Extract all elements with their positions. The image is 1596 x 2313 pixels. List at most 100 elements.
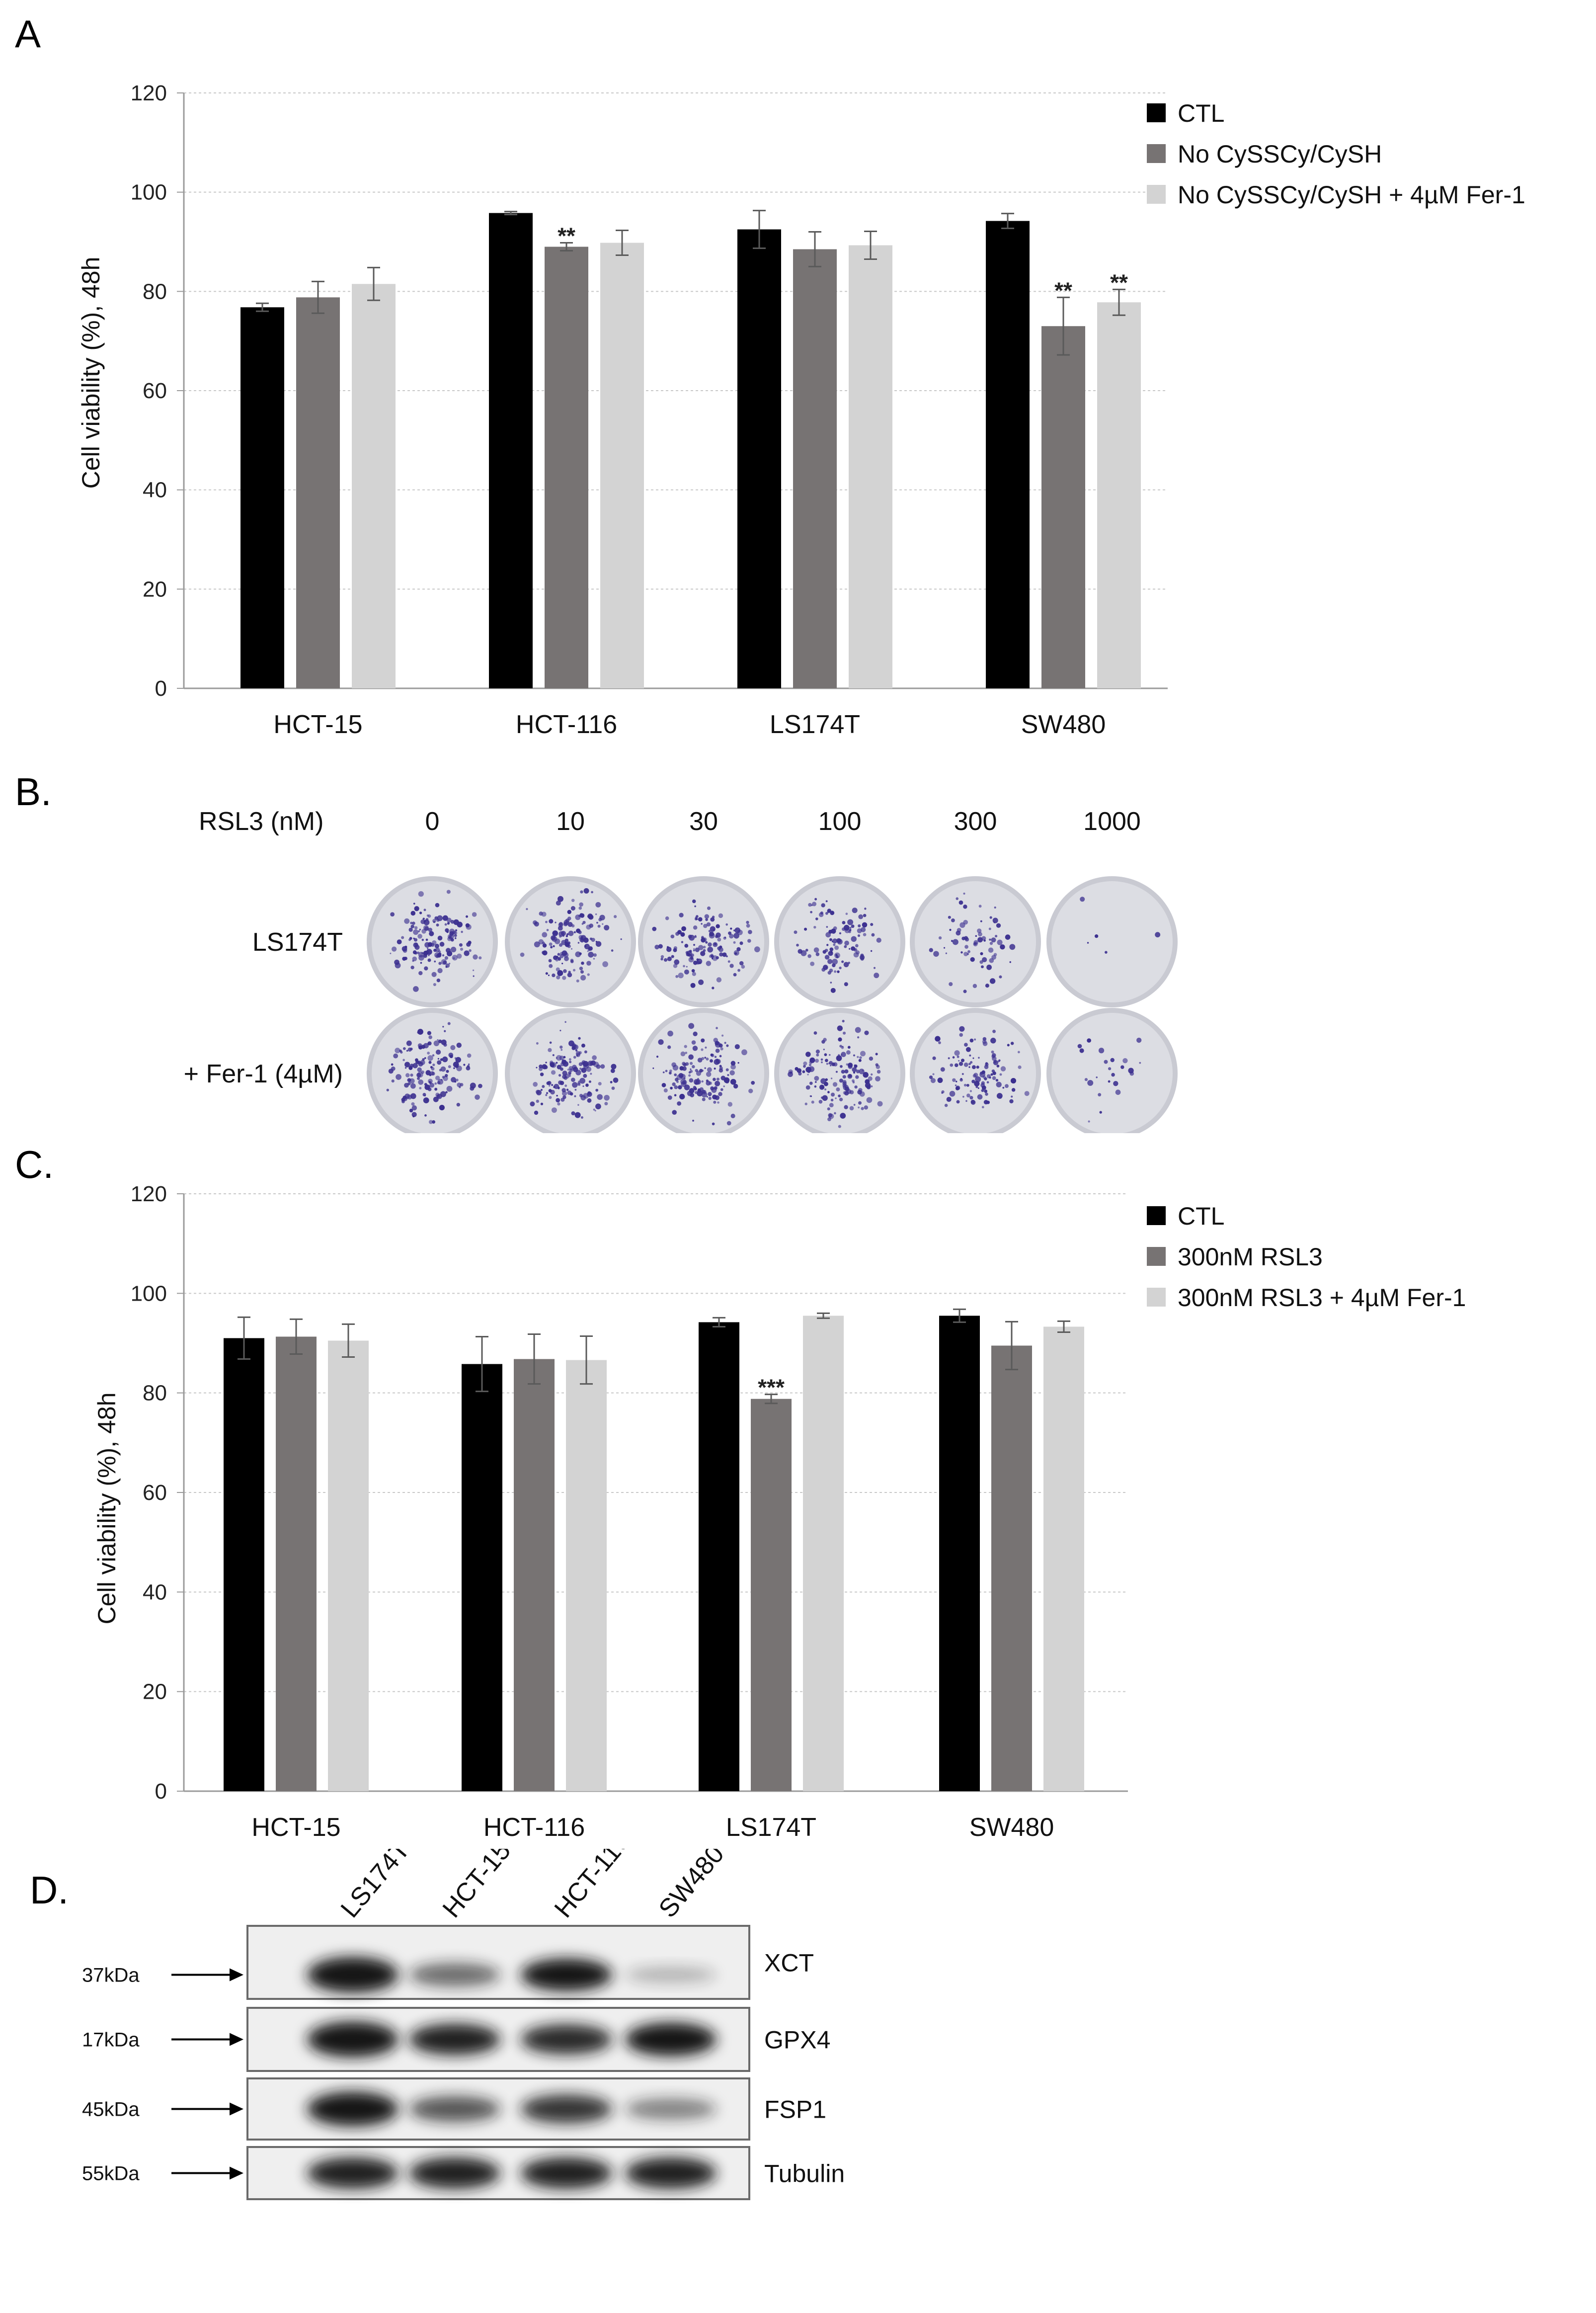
colony xyxy=(660,955,664,959)
colony xyxy=(587,1061,593,1067)
colony xyxy=(998,1060,1000,1063)
colony xyxy=(1009,961,1011,963)
colony xyxy=(584,1050,587,1054)
colony xyxy=(674,959,680,965)
x-tick-label: HCT-15 xyxy=(251,1813,340,1842)
colony xyxy=(986,1100,990,1104)
colony xyxy=(841,1070,845,1074)
colony xyxy=(552,936,558,942)
bar-no-cysscy-cysh-4-m-fer-1-ls174t xyxy=(849,245,892,688)
colony xyxy=(705,1046,707,1049)
colony xyxy=(688,1023,695,1029)
colony xyxy=(848,1074,852,1077)
colony xyxy=(560,1049,563,1051)
colony xyxy=(989,916,992,919)
colony xyxy=(721,1034,724,1037)
colony xyxy=(420,1060,425,1065)
colony xyxy=(967,950,970,953)
colony xyxy=(853,948,856,951)
colony xyxy=(557,1065,561,1070)
significance-mark: ** xyxy=(1054,277,1072,303)
colony xyxy=(459,943,463,947)
colony xyxy=(444,956,449,960)
colony xyxy=(706,1096,708,1098)
colony xyxy=(598,1082,602,1086)
colony xyxy=(679,912,684,917)
colony xyxy=(680,932,685,937)
colony xyxy=(449,933,455,939)
colony xyxy=(530,1101,535,1107)
colony xyxy=(681,941,684,943)
colony xyxy=(464,950,470,956)
colony xyxy=(702,1070,704,1072)
protein-band xyxy=(307,1957,399,1993)
colony xyxy=(536,1042,539,1045)
colony xyxy=(565,935,568,937)
colony xyxy=(418,1079,424,1085)
colony xyxy=(586,961,591,966)
colony xyxy=(571,948,573,950)
colony xyxy=(425,938,428,941)
colony xyxy=(579,1068,582,1070)
colony xyxy=(435,903,440,908)
colony xyxy=(394,959,399,965)
colony xyxy=(576,979,579,983)
colony xyxy=(861,1107,864,1110)
colony xyxy=(420,962,422,964)
colony xyxy=(432,1120,436,1124)
y-tick-label: 60 xyxy=(143,1481,167,1505)
colony xyxy=(869,1056,874,1061)
colony xyxy=(855,1075,859,1079)
colony xyxy=(715,1095,719,1100)
colony xyxy=(564,956,569,961)
colony xyxy=(712,987,715,990)
colony xyxy=(611,1064,617,1070)
colony xyxy=(421,938,424,941)
colony xyxy=(808,1066,815,1073)
panel-d: D. LS174T HCT-15 HCT-116 SW480 XCT 37kDa GPX4 1… xyxy=(0,1827,1596,2311)
colony xyxy=(668,1072,672,1074)
colony xyxy=(716,1027,718,1029)
colony xyxy=(825,900,828,903)
chart-a-ylabel: Cell viability (%), 48h xyxy=(77,257,105,489)
colony xyxy=(829,947,834,952)
colony xyxy=(847,1046,851,1049)
colony xyxy=(708,1096,712,1100)
colony xyxy=(578,1051,582,1055)
colony xyxy=(813,1031,817,1035)
colony xyxy=(804,1102,807,1105)
colony xyxy=(854,1085,858,1089)
colony xyxy=(445,963,450,968)
colony xyxy=(415,1058,418,1062)
colony xyxy=(447,951,453,957)
colony xyxy=(832,963,836,968)
bar-no-cysscy-cysh-hct-116 xyxy=(545,247,588,688)
colony xyxy=(556,967,560,972)
colony xyxy=(428,927,433,932)
legend-label-300nm-rsl3: 300nM RSL3 xyxy=(1178,1243,1323,1271)
colony xyxy=(966,1083,969,1087)
colony xyxy=(723,936,726,940)
panel-c: C. Cell viability (%), 48h 0 20 40 60 80 100 1… xyxy=(0,1133,1596,1849)
colony xyxy=(542,1064,547,1070)
colony xyxy=(613,915,617,918)
colony xyxy=(845,912,848,915)
colony xyxy=(710,1059,713,1063)
bar-no-cysscy-cysh-4-m-fer-1-sw480 xyxy=(1097,302,1141,688)
colony xyxy=(587,950,589,952)
colony xyxy=(690,1070,693,1073)
colony xyxy=(1009,944,1016,950)
colony xyxy=(999,1073,1002,1076)
colony xyxy=(1099,1111,1102,1114)
colony xyxy=(548,1089,552,1093)
culture-plate xyxy=(1051,1013,1173,1134)
colony xyxy=(805,1052,811,1057)
panel-a-letter: A xyxy=(15,12,41,56)
colony xyxy=(726,1121,731,1126)
colony xyxy=(596,921,598,924)
colony xyxy=(456,1042,462,1048)
colony xyxy=(431,1067,435,1071)
colony xyxy=(414,951,417,955)
colony xyxy=(534,941,540,948)
colony xyxy=(671,955,674,958)
